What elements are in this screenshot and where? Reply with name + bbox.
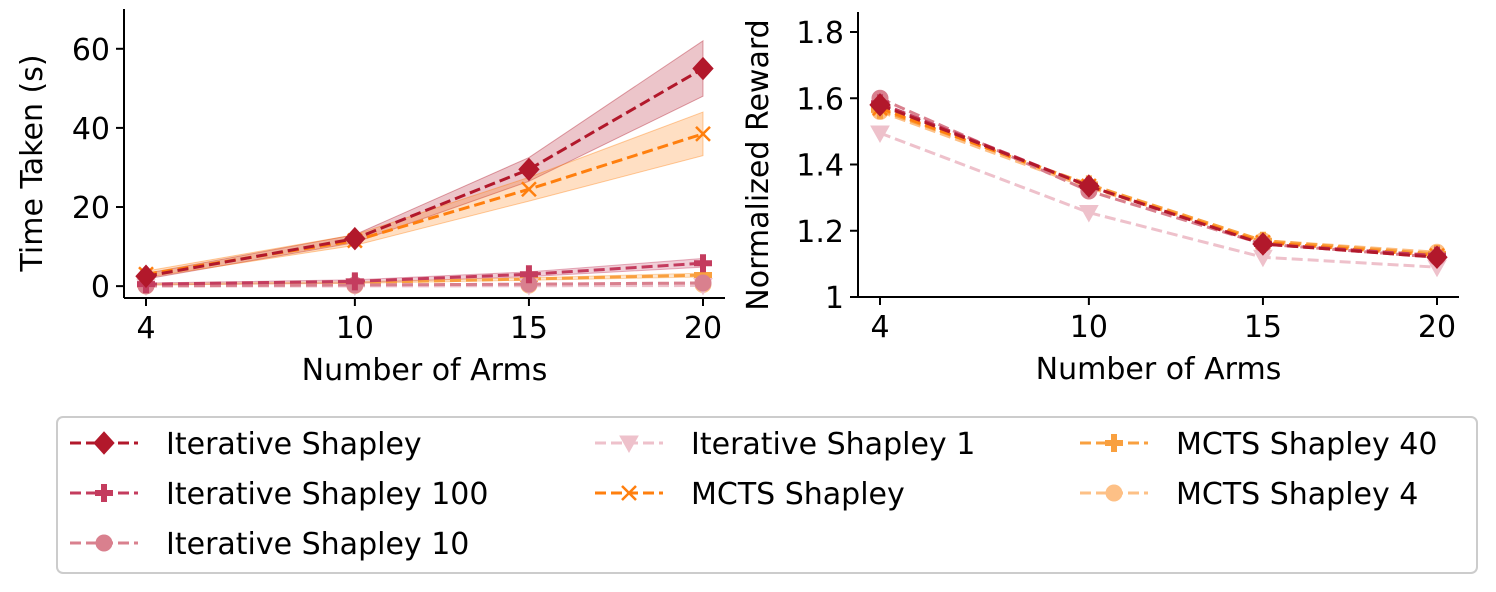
x-tick-label: 20 bbox=[1418, 310, 1456, 345]
y-tick-label: 20 bbox=[72, 191, 110, 226]
marker-mcts-shapley-4 bbox=[1105, 484, 1123, 502]
legend-item-iterative-shapley-10: Iterative Shapley 10 bbox=[70, 527, 469, 562]
marker-mcts-shapley bbox=[621, 485, 637, 501]
y-tick-label: 1.8 bbox=[796, 16, 844, 51]
marker-iterative-shapley-1 bbox=[870, 125, 890, 144]
line-iterative-shapley-10 bbox=[879, 96, 1438, 259]
legend-label: Iterative Shapley 1 bbox=[691, 427, 975, 462]
y-axis-label: Time Taken (s) bbox=[15, 54, 50, 272]
marker-mcts-shapley bbox=[521, 181, 537, 198]
marker-iterative-shapley-1 bbox=[1079, 205, 1099, 223]
marker-iterative-shapley-100 bbox=[95, 484, 113, 502]
band-iterative-shapley bbox=[145, 39, 704, 280]
legend-label: Iterative Shapley bbox=[166, 427, 422, 462]
y-tick-label: 40 bbox=[72, 112, 110, 147]
marker-iterative-shapley-100 bbox=[345, 272, 364, 291]
x-tick-label: 10 bbox=[336, 311, 374, 346]
line-mcts-shapley-40 bbox=[879, 108, 1438, 256]
x-axis-label: Number of Arms bbox=[302, 353, 548, 388]
legend: Iterative Shapley Iterative Shapley 100 It… bbox=[56, 416, 1478, 574]
legend-label: MCTS Shapley 4 bbox=[1176, 477, 1418, 512]
y-tick-label: 1.2 bbox=[796, 215, 844, 250]
left-panel-time-taken: 4 10 15 20 0 20 40 60 Number of Arms Time Taken (… bbox=[15, 9, 725, 388]
y-tick-label: 1.4 bbox=[796, 149, 844, 184]
marker-iterative-shapley bbox=[869, 93, 891, 117]
x-tick-label: 20 bbox=[684, 311, 722, 346]
marker-iterative-shapley bbox=[93, 431, 115, 455]
legend-label: MCTS Shapley 40 bbox=[1176, 427, 1437, 462]
marker-mcts-shapley-40 bbox=[1105, 434, 1123, 452]
y-tick-label: 1.6 bbox=[796, 82, 844, 117]
x-tick-label: 15 bbox=[1244, 310, 1282, 345]
marker-iterative-shapley-100 bbox=[694, 254, 712, 273]
y-tick-label: 60 bbox=[72, 33, 110, 68]
x-tick-label: 4 bbox=[870, 310, 889, 345]
x-tick-label: 15 bbox=[510, 311, 548, 346]
legend-frame bbox=[56, 416, 1478, 574]
y-axis-label: Normalized Reward bbox=[741, 19, 776, 310]
legend-label: Iterative Shapley 100 bbox=[166, 477, 488, 512]
marker-iterative-shapley bbox=[344, 226, 366, 251]
legend-item-mcts-shapley-4: MCTS Shapley 4 bbox=[1080, 477, 1418, 512]
marker-iterative-shapley-10 bbox=[694, 274, 712, 292]
marker-mcts-shapley bbox=[695, 125, 711, 142]
line-iterative-shapley-1 bbox=[879, 131, 1438, 269]
legend-label: Iterative Shapley 10 bbox=[166, 527, 469, 562]
line-iterative-shapley-100 bbox=[879, 101, 1438, 258]
legend-item-iterative-shapley-100: Iterative Shapley 100 bbox=[70, 477, 488, 512]
marker-iterative-shapley-100 bbox=[519, 265, 538, 284]
legend-item-iterative-shapley: Iterative Shapley bbox=[70, 427, 422, 462]
legend-item-iterative-shapley-1: Iterative Shapley 1 bbox=[595, 427, 975, 462]
legend-label: MCTS Shapley bbox=[691, 477, 905, 512]
x-axis-label: Number of Arms bbox=[1036, 352, 1282, 387]
marker-iterative-shapley bbox=[1252, 232, 1274, 256]
marker-iterative-shapley-1 bbox=[619, 435, 639, 454]
line-mcts-shapley bbox=[879, 106, 1438, 258]
legend-item-mcts-shapley-40: MCTS Shapley 40 bbox=[1080, 427, 1437, 462]
line-iterative-shapley bbox=[879, 103, 1438, 259]
marker-iterative-shapley bbox=[692, 56, 714, 81]
marker-iterative-shapley-10 bbox=[95, 534, 113, 552]
legend-item-mcts-shapley: MCTS Shapley bbox=[595, 477, 905, 512]
marker-iterative-shapley bbox=[518, 157, 540, 182]
marker-iterative-shapley bbox=[135, 264, 157, 288]
y-tick-label: 1 bbox=[825, 281, 844, 316]
y-tick-label: 0 bbox=[91, 270, 110, 305]
line-iterative-shapley-10 bbox=[145, 281, 704, 288]
marker-iterative-shapley bbox=[1426, 245, 1448, 269]
line-iterative-shapley bbox=[145, 67, 704, 278]
right-panel-normalized-reward: 4 10 15 20 1 1.2 1.4 1.6 1.8 Number of Arms Normal… bbox=[741, 12, 1459, 387]
x-tick-label: 4 bbox=[136, 311, 155, 346]
marker-iterative-shapley bbox=[1078, 174, 1100, 198]
line-iterative-shapley-100 bbox=[145, 261, 704, 286]
x-tick-label: 10 bbox=[1070, 310, 1108, 345]
